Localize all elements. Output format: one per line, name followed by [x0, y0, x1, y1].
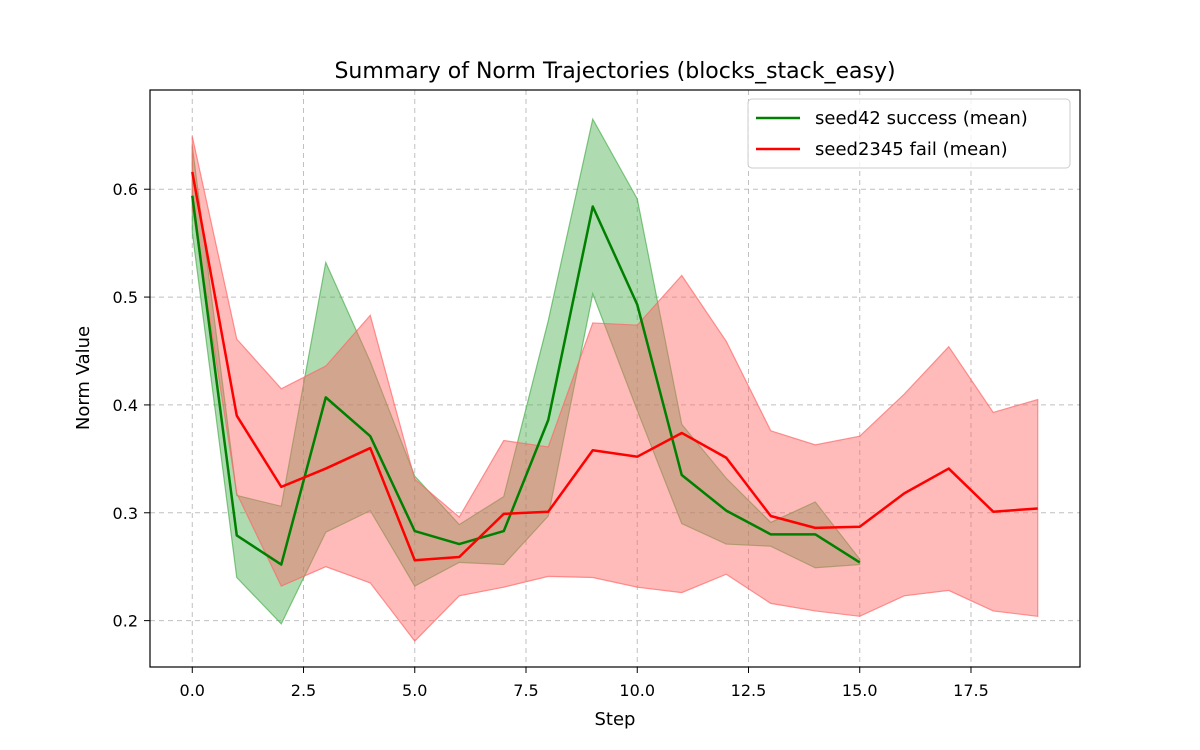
- series-line: [191, 195, 861, 566]
- legend-label: seed2345 fail (mean): [815, 139, 1008, 160]
- chart-title: Summary of Norm Trajectories (blocks_sta…: [334, 59, 895, 84]
- confidence-band: [191, 136, 1039, 643]
- plot-frame: [149, 89, 1081, 668]
- series-line: [191, 171, 1038, 562]
- axis-ticks: 0.0 2.5 5.0 7.5 10.0 12.5 15.0 17.5 0.2 0.3 0.4 0.5…: [113, 180, 989, 700]
- x-tick-label: 2.5: [291, 681, 316, 700]
- x-axis-label: Step: [595, 709, 636, 730]
- x-tick-label: 10.0: [619, 681, 655, 700]
- grid: [150, 90, 1080, 667]
- x-tick-label: 12.5: [731, 681, 767, 700]
- legend-label: seed42 success (mean): [815, 108, 1028, 129]
- y-tick-label: 0.6: [113, 180, 138, 199]
- y-tick-label: 0.4: [113, 396, 138, 415]
- legend-box: [747, 98, 1071, 169]
- x-tick-label: 0.0: [180, 681, 205, 700]
- y-axis-label: Norm Value: [73, 326, 94, 430]
- legend: seed42 success (mean) seed2345 fail (mean…: [747, 98, 1071, 169]
- x-tick-label: 17.5: [953, 681, 989, 700]
- y-tick-label: 0.2: [113, 612, 138, 631]
- y-tick-label: 0.5: [113, 288, 138, 307]
- series-lines: [191, 171, 1038, 566]
- x-tick-label: 7.5: [513, 681, 538, 700]
- y-tick-label: 0.3: [113, 504, 138, 523]
- x-tick-label: 5.0: [402, 681, 427, 700]
- confidence-bands: [191, 117, 1039, 643]
- x-tick-label: 15.0: [842, 681, 878, 700]
